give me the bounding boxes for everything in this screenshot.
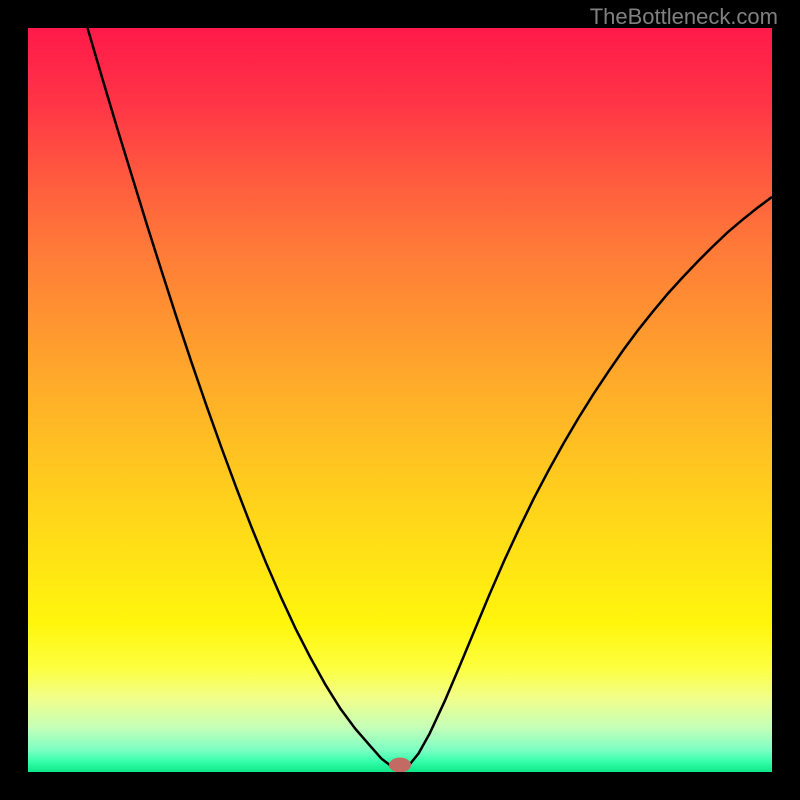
optimum-marker	[389, 757, 411, 772]
watermark-text: TheBottleneck.com	[590, 4, 778, 30]
chart-plot-area	[28, 28, 772, 772]
bottleneck-curve	[28, 28, 772, 772]
